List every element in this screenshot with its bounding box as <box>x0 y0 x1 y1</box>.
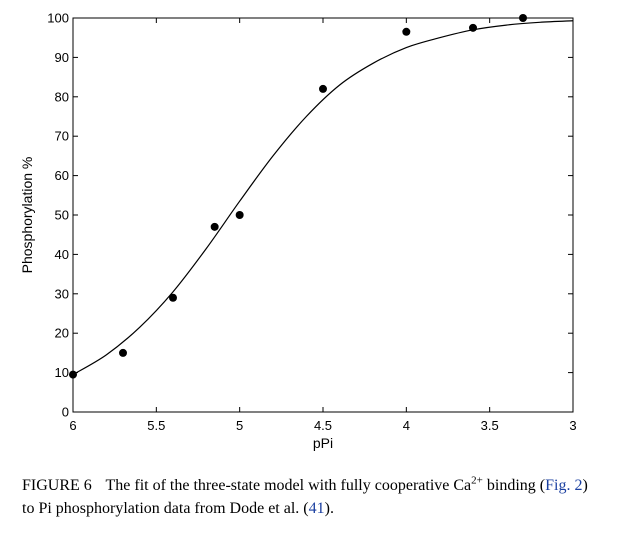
y-tick-label: 60 <box>55 168 69 183</box>
x-tick-label: 5 <box>236 418 243 433</box>
data-point <box>169 293 177 302</box>
x-tick-label: 4.5 <box>314 418 332 433</box>
fit-curve <box>72 20 574 376</box>
data-point <box>235 211 244 219</box>
figure-reference-link[interactable]: Fig. 2 <box>545 477 583 494</box>
y-tick-label: 80 <box>55 89 69 104</box>
y-tick-label: 50 <box>55 208 69 223</box>
caption-text-1: The fit of the three-state model with fu… <box>105 477 472 494</box>
y-tick-label: 70 <box>55 129 69 144</box>
y-tick-label: 10 <box>55 365 69 380</box>
x-tick-label: 4 <box>403 418 410 433</box>
caption-text-2: binding ( <box>482 477 546 494</box>
data-point <box>69 370 77 379</box>
data-point <box>119 348 127 357</box>
axes-frame <box>72 17 574 413</box>
y-axis-label: Phosphorylation % <box>19 157 35 274</box>
figure-label: FIGURE 6 <box>22 477 92 494</box>
x-axis-label: pPi <box>313 435 333 451</box>
y-tick-label: 30 <box>55 286 69 301</box>
caption-text-3: ) to Pi phosphorylation data from Dode e… <box>22 477 588 517</box>
data-point <box>210 222 219 231</box>
y-tick-label: 90 <box>55 50 69 65</box>
caption-text-4: ). <box>324 500 334 517</box>
citation-link[interactable]: 41 <box>308 500 325 517</box>
x-tick-label: 3 <box>569 418 576 433</box>
y-tick-label: 100 <box>47 11 69 26</box>
x-tick-label: 3.5 <box>481 418 499 433</box>
caption-superscript: 2+ <box>471 474 483 487</box>
data-point <box>469 23 477 32</box>
y-tick-label: 20 <box>55 326 69 341</box>
y-tick-label: 40 <box>55 247 69 262</box>
data-point <box>519 14 527 22</box>
y-tick-label: 0 <box>62 405 69 420</box>
data-point <box>402 27 411 36</box>
data-point <box>319 84 327 93</box>
figure-caption: FIGURE 6 The fit of the three-state mode… <box>22 474 602 520</box>
x-tick-label: 5.5 <box>147 418 165 433</box>
x-tick-label: 6 <box>69 418 76 433</box>
